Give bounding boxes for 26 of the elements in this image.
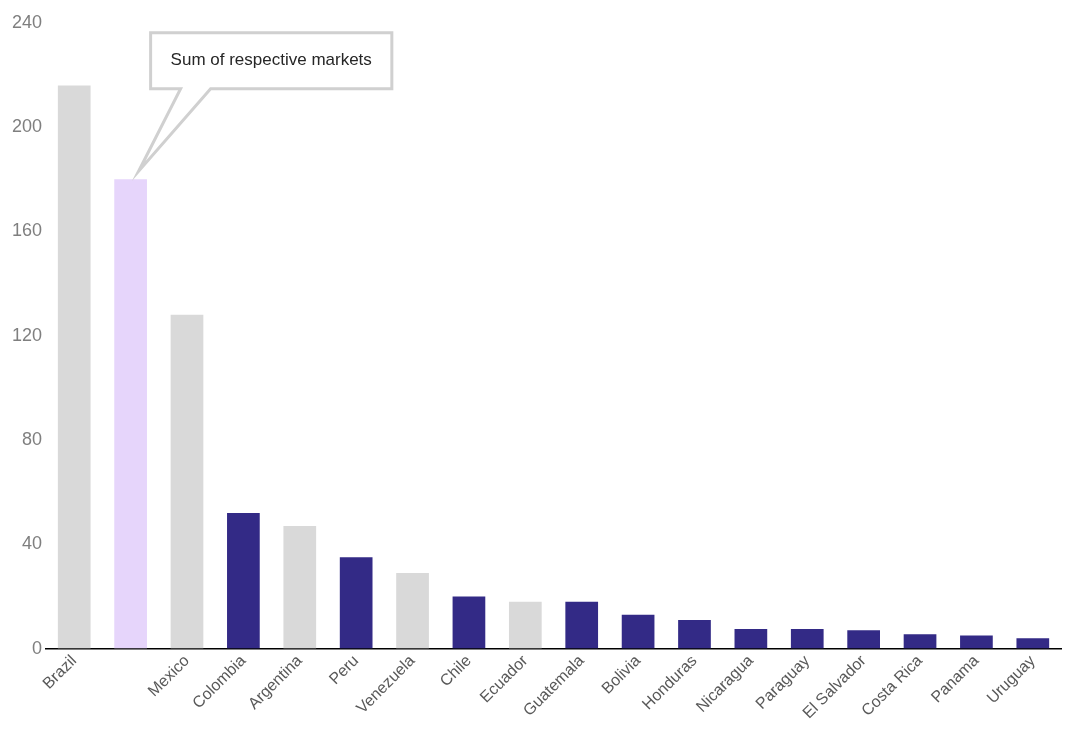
bar — [847, 630, 880, 649]
y-tick-label: 200 — [11, 116, 43, 137]
bar — [565, 601, 599, 649]
y-tick-label: 240 — [11, 11, 43, 32]
y-tick-label: 80 — [22, 428, 43, 449]
bar — [960, 635, 993, 649]
bar — [1016, 638, 1050, 649]
bar — [621, 614, 655, 649]
bar — [903, 634, 937, 649]
bar — [790, 629, 824, 649]
bar — [396, 572, 429, 649]
bar — [57, 85, 91, 649]
annotation: Sum of respective markets — [170, 50, 372, 70]
bar — [227, 512, 260, 649]
y-tick-label: 120 — [11, 324, 43, 345]
bar — [114, 179, 147, 649]
bar — [170, 314, 204, 649]
y-tick-label: 160 — [11, 220, 43, 241]
bar — [452, 596, 486, 649]
bar — [678, 619, 711, 649]
bar — [339, 557, 373, 649]
y-tick-label: 40 — [22, 533, 43, 554]
y-tick-label: 0 — [32, 637, 43, 658]
bar — [508, 601, 542, 649]
bar — [734, 629, 768, 649]
bar — [283, 526, 317, 649]
